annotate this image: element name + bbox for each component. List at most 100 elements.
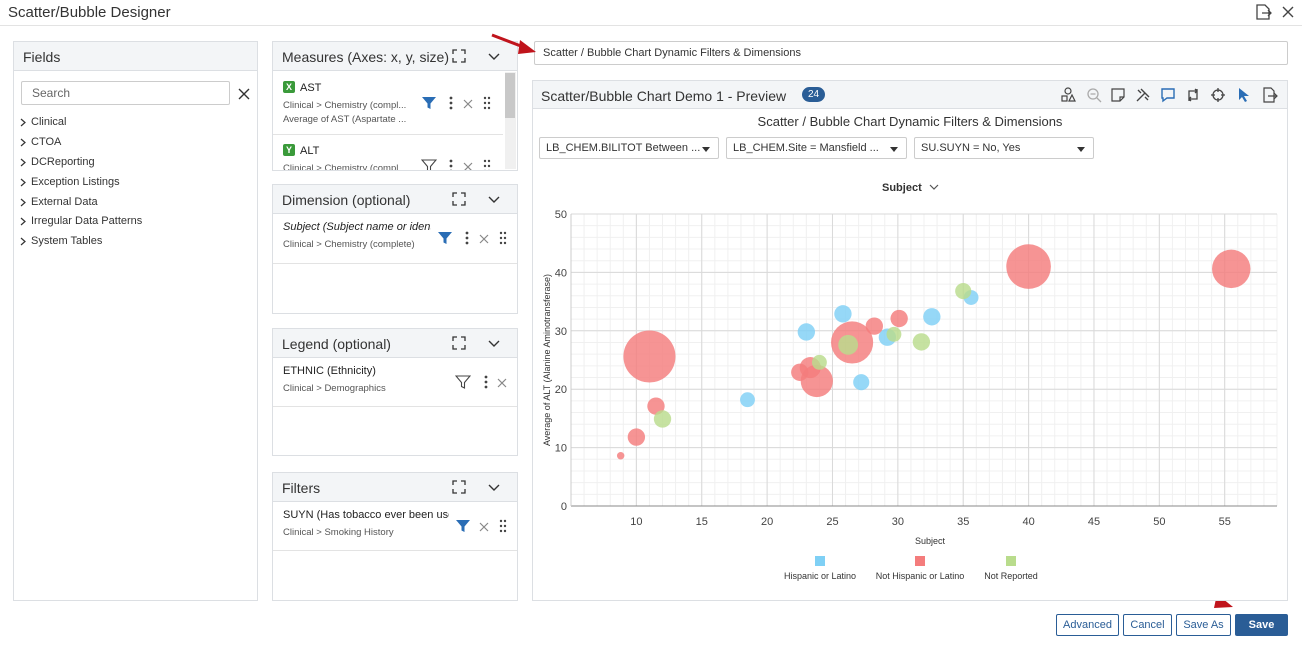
bubble: [740, 392, 755, 408]
legend-item[interactable]: ETHNIC (Ethnicity) Clinical > Demographi…: [283, 365, 386, 394]
chevron-down-icon[interactable]: [486, 479, 502, 495]
filter-item[interactable]: SUYN (Has tobacco ever been use Clinical…: [283, 509, 449, 538]
fields-panel-title: Fields: [23, 49, 61, 65]
filter-icon[interactable]: [421, 96, 437, 110]
expand-icon[interactable]: [451, 48, 467, 64]
window-title: Scatter/Bubble Designer: [8, 4, 171, 21]
drag-handle-icon[interactable]: [483, 159, 491, 171]
measures-scrollbar[interactable]: [505, 72, 516, 169]
chevron-right-icon: [20, 178, 26, 186]
comment-icon[interactable]: [1160, 87, 1176, 103]
filters-panel: Filters SUYN (Has tobacco ever been use …: [272, 472, 518, 601]
tree-item-label: External Data: [31, 196, 98, 208]
dimension-selector-label: Subject: [882, 182, 922, 194]
expand-icon[interactable]: [451, 191, 467, 207]
drag-handle-icon[interactable]: [483, 96, 491, 110]
crosshair-icon[interactable]: [1210, 87, 1226, 103]
filter-dropdown-suyn[interactable]: SU.SUYN = No, Yes: [914, 137, 1094, 159]
shapes-icon[interactable]: [1060, 87, 1076, 103]
clear-search-icon[interactable]: [237, 87, 251, 101]
more-vertical-icon[interactable]: [449, 159, 453, 171]
save-as-button[interactable]: Save As: [1176, 614, 1231, 636]
bubble: [647, 397, 665, 415]
x-axis-badge: X: [283, 80, 295, 93]
chart-title-input[interactable]: [534, 41, 1288, 65]
preview-header: Scatter/Bubble Chart Demo 1 - Preview: [533, 81, 1287, 109]
pointer-icon[interactable]: [1236, 87, 1252, 103]
close-icon[interactable]: [1279, 3, 1297, 21]
cancel-button[interactable]: Cancel: [1123, 614, 1172, 636]
axes: [570, 214, 1277, 507]
tools-icon[interactable]: [1135, 87, 1151, 103]
bubble: [834, 305, 852, 323]
filter-field-name: SUYN (Has tobacco ever been use: [283, 509, 449, 521]
note-icon[interactable]: [1110, 87, 1126, 103]
search-input[interactable]: [21, 81, 230, 105]
chevron-down-icon: [929, 184, 939, 190]
remove-icon[interactable]: [463, 99, 473, 109]
expand-icon[interactable]: [451, 335, 467, 351]
dropdown-value: LB_CHEM.Site = Mansfield ...: [733, 142, 879, 154]
remove-icon[interactable]: [463, 162, 473, 171]
y-tick-label: 20: [555, 384, 567, 396]
tree-item-system-tables[interactable]: System Tables: [20, 235, 102, 247]
export-icon[interactable]: [1262, 87, 1278, 103]
filter-icon[interactable]: [437, 231, 453, 245]
measure-path: Clinical > Chemistry (compl...: [283, 100, 407, 111]
chevron-down-icon[interactable]: [486, 191, 502, 207]
tree-item-irregular-data-patterns[interactable]: Irregular Data Patterns: [20, 215, 142, 227]
chevron-down-icon[interactable]: [486, 335, 502, 351]
expand-icon[interactable]: [451, 479, 467, 495]
more-vertical-icon[interactable]: [465, 231, 469, 245]
zoom-out-icon[interactable]: [1086, 87, 1102, 103]
x-tick-label: 20: [761, 516, 773, 528]
measure-description: Average of AST (Aspartate ...: [283, 114, 407, 125]
tree-item-dcreporting[interactable]: DCReporting: [20, 156, 95, 168]
dimension-panel: Dimension (optional) Subject (Subject na…: [272, 184, 518, 314]
filter-outline-icon[interactable]: [455, 375, 471, 389]
legend-panel-title: Legend (optional): [282, 336, 391, 352]
filter-outline-icon[interactable]: [421, 159, 437, 171]
save-button[interactable]: Save: [1235, 614, 1288, 636]
legend-field-name: ETHNIC (Ethnicity): [283, 365, 376, 377]
more-vertical-icon[interactable]: [484, 375, 488, 389]
remove-icon[interactable]: [497, 378, 507, 388]
y-tick-label: 0: [561, 501, 567, 513]
chevron-right-icon: [20, 198, 26, 206]
more-vertical-icon[interactable]: [449, 96, 453, 110]
dimension-path: Clinical > Chemistry (complete): [283, 239, 415, 250]
drag-handle-icon[interactable]: [499, 231, 507, 245]
fields-panel: Fields Clinical CTOA DCReporting Excepti…: [13, 41, 258, 601]
dimension-selector[interactable]: Subject: [882, 182, 939, 194]
measure-item-alt[interactable]: Y ALT Clinical > Chemistry (compl...: [283, 141, 513, 170]
remove-icon[interactable]: [479, 522, 489, 532]
measure-item-ast[interactable]: X AST Clinical > Chemistry (compl... Aver…: [283, 78, 513, 125]
bubble: [616, 452, 625, 460]
tree-item-clinical[interactable]: Clinical: [20, 116, 66, 128]
advanced-button[interactable]: Advanced: [1056, 614, 1119, 636]
measure-name: AST: [300, 82, 322, 94]
dimension-item[interactable]: Subject (Subject name or identi Clinical…: [283, 221, 431, 250]
swap-axes-icon[interactable]: [1185, 87, 1201, 103]
drag-handle-icon[interactable]: [499, 519, 507, 533]
filter-icon[interactable]: [455, 519, 471, 533]
chart-heading: Scatter / Bubble Chart Dynamic Filters &…: [757, 114, 1063, 129]
chevron-down-icon[interactable]: [486, 48, 502, 64]
tree-item-exception-listings[interactable]: Exception Listings: [20, 176, 120, 188]
y-axis-label: Average of ALT (Alanine Aminotransferase…: [542, 274, 552, 446]
tree-item-external-data[interactable]: External Data: [20, 196, 98, 208]
dropdown-value: LB_CHEM.BILITOT Between ...: [546, 142, 701, 154]
divider: [273, 550, 517, 551]
measures-scrollbar-thumb[interactable]: [505, 73, 515, 118]
export-icon[interactable]: [1254, 3, 1272, 21]
filter-dropdown-bilitot[interactable]: LB_CHEM.BILITOT Between ...: [539, 137, 719, 159]
chart-legend: Hispanic or Latino Not Hispanic or Latino…: [784, 556, 1038, 581]
legend-label: Not Reported: [984, 571, 1038, 581]
filter-dropdown-site[interactable]: LB_CHEM.Site = Mansfield ...: [726, 137, 907, 159]
tree-item-ctoa[interactable]: CTOA: [20, 136, 61, 148]
bubble: [865, 317, 883, 335]
bubble: [886, 326, 902, 342]
y-tick-label: 10: [555, 443, 567, 455]
remove-icon[interactable]: [479, 234, 489, 244]
